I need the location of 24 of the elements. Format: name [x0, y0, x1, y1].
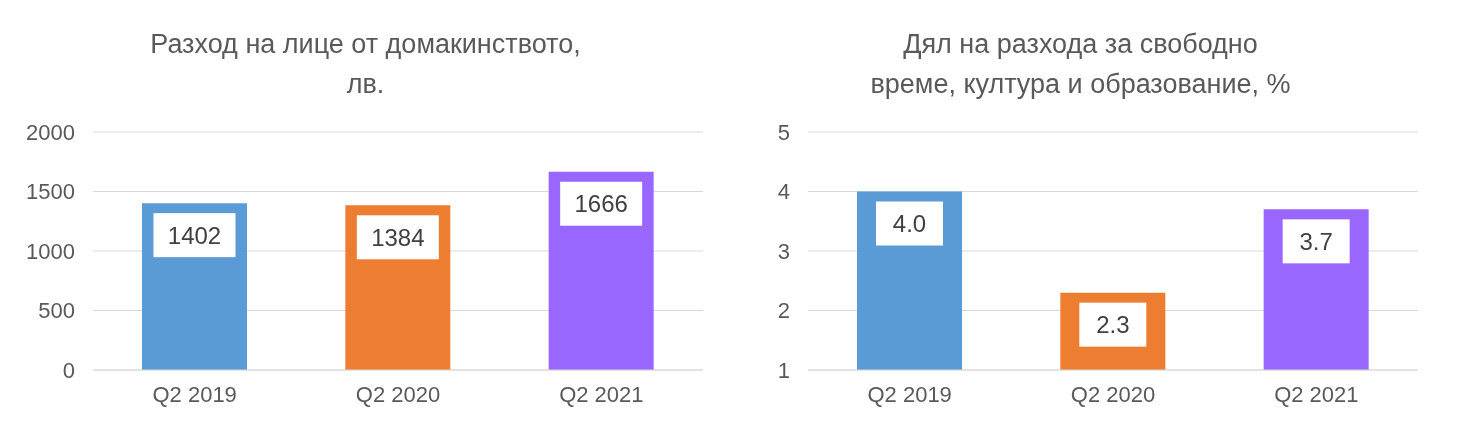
- data-label: 3.7: [1299, 227, 1333, 255]
- y-tick-label: 1000: [26, 238, 75, 264]
- x-tick-label: Q2 2021: [559, 381, 644, 407]
- chart-title: Разход на лице от домакинството, лв.: [149, 28, 582, 101]
- x-tick-label: Q2 2021: [1274, 381, 1359, 407]
- data-label: 4.0: [892, 210, 927, 237]
- y-tick-label: 500: [38, 298, 75, 324]
- data-label: 1402: [167, 221, 222, 249]
- y-tick-label: 0: [62, 357, 75, 383]
- y-tick-label: 3: [777, 238, 790, 264]
- x-tick-label: Q2 2020: [355, 381, 441, 407]
- x-tick-label: Q2 2019: [867, 381, 952, 407]
- y-tick-label: 1500: [26, 179, 75, 205]
- data-label: 1384: [371, 223, 425, 251]
- x-tick-label: Q2 2020: [1070, 381, 1156, 407]
- y-tick-label: 1: [777, 357, 790, 383]
- chart-title: Дял на разхода за свободно време, култура и образование, %: [869, 28, 1292, 101]
- y-tick-label: 4: [777, 179, 790, 205]
- data-label: 2.3: [1096, 311, 1130, 339]
- x-tick-label: Q2 2019: [152, 381, 237, 407]
- y-tick-label: 2: [777, 298, 790, 324]
- y-tick-label: 2000: [26, 119, 75, 145]
- data-label: 1666: [574, 190, 628, 218]
- y-tick-label: 5: [777, 119, 790, 145]
